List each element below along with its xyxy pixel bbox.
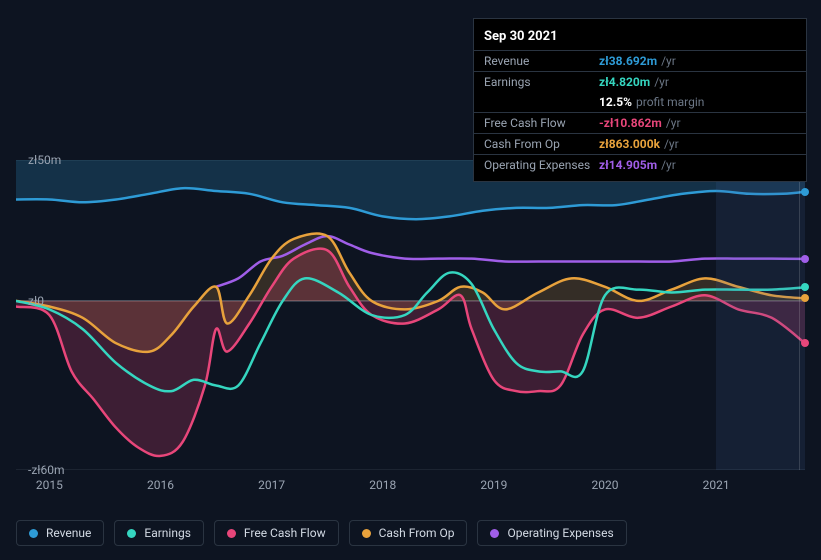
tooltip-unit: /yr bbox=[666, 116, 681, 130]
data-tooltip: Sep 30 2021 Revenue zł38.692m /yr Earnin… bbox=[473, 18, 807, 182]
financials-chart[interactable]: zł50mzł0-zł60m bbox=[16, 160, 805, 470]
x-tick-label: 2019 bbox=[480, 478, 507, 492]
tooltip-label: Revenue bbox=[484, 54, 599, 68]
tooltip-label: Operating Expenses bbox=[484, 158, 599, 172]
tooltip-row-fcf: Free Cash Flow -zł10.862m /yr bbox=[474, 112, 806, 133]
tooltip-label: Cash From Op bbox=[484, 137, 599, 151]
legend-swatch bbox=[490, 529, 499, 538]
tooltip-unit: /yr bbox=[654, 75, 669, 89]
tooltip-row-opex: Operating Expenses zł14.905m /yr bbox=[474, 154, 806, 175]
series-end-dot bbox=[801, 188, 809, 196]
y-tick-label: zł50m bbox=[28, 153, 40, 167]
tooltip-value: -zł10.862m bbox=[599, 116, 662, 130]
legend-label: Operating Expenses bbox=[507, 526, 613, 540]
legend-swatch bbox=[127, 529, 136, 538]
profit-margin-label: profit margin bbox=[636, 95, 704, 109]
legend-item-revenue[interactable]: Revenue bbox=[16, 520, 104, 546]
tooltip-unit: /yr bbox=[664, 137, 679, 151]
legend-label: Cash From Op bbox=[379, 526, 455, 540]
x-tick-label: 2016 bbox=[147, 478, 174, 492]
tooltip-value: zł4.820m bbox=[599, 75, 650, 89]
x-axis: 2015 2016 2017 2018 2019 2020 2021 bbox=[16, 478, 805, 498]
x-tick-label: 2018 bbox=[369, 478, 396, 492]
legend-swatch bbox=[227, 529, 236, 538]
legend-label: Earnings bbox=[144, 526, 191, 540]
x-tick-label: 2020 bbox=[591, 478, 618, 492]
legend-item-earnings[interactable]: Earnings bbox=[114, 520, 204, 546]
tooltip-value: zł14.905m bbox=[599, 158, 657, 172]
tooltip-date: Sep 30 2021 bbox=[474, 25, 806, 50]
tooltip-unit: /yr bbox=[661, 54, 676, 68]
tooltip-margin: 12.5% profit margin bbox=[474, 92, 806, 112]
legend-label: Revenue bbox=[46, 526, 91, 540]
y-tick-label: -zł60m bbox=[28, 463, 40, 477]
tooltip-unit: /yr bbox=[661, 158, 676, 172]
tooltip-label: Earnings bbox=[484, 75, 599, 89]
chart-svg bbox=[16, 160, 805, 470]
profit-margin-pct: 12.5% bbox=[599, 95, 632, 109]
legend-label: Free Cash Flow bbox=[244, 526, 326, 540]
x-tick-label: 2015 bbox=[36, 478, 63, 492]
legend: Revenue Earnings Free Cash Flow Cash From O… bbox=[16, 520, 627, 546]
x-tick-label: 2017 bbox=[258, 478, 285, 492]
legend-item-free-cash-flow[interactable]: Free Cash Flow bbox=[214, 520, 339, 546]
tooltip-value: zł38.692m bbox=[599, 54, 657, 68]
series-end-dot bbox=[801, 294, 809, 302]
tooltip-value: zł863.000k bbox=[599, 137, 660, 151]
series-end-dot bbox=[801, 255, 809, 263]
tooltip-row-cfo: Cash From Op zł863.000k /yr bbox=[474, 133, 806, 154]
hover-marker-line bbox=[799, 160, 800, 470]
series-end-dot bbox=[801, 339, 809, 347]
series-end-dot bbox=[801, 283, 809, 291]
legend-swatch bbox=[362, 529, 371, 538]
legend-swatch bbox=[29, 529, 38, 538]
tooltip-row-revenue: Revenue zł38.692m /yr bbox=[474, 50, 806, 71]
legend-item-cash-from-op[interactable]: Cash From Op bbox=[349, 520, 468, 546]
tooltip-label: Free Cash Flow bbox=[484, 116, 599, 130]
x-tick-label: 2021 bbox=[703, 478, 730, 492]
y-tick-label: zł0 bbox=[28, 294, 40, 308]
tooltip-row-earnings: Earnings zł4.820m /yr bbox=[474, 71, 806, 92]
legend-item-operating-expenses[interactable]: Operating Expenses bbox=[477, 520, 626, 546]
forecast-shade bbox=[716, 160, 805, 470]
